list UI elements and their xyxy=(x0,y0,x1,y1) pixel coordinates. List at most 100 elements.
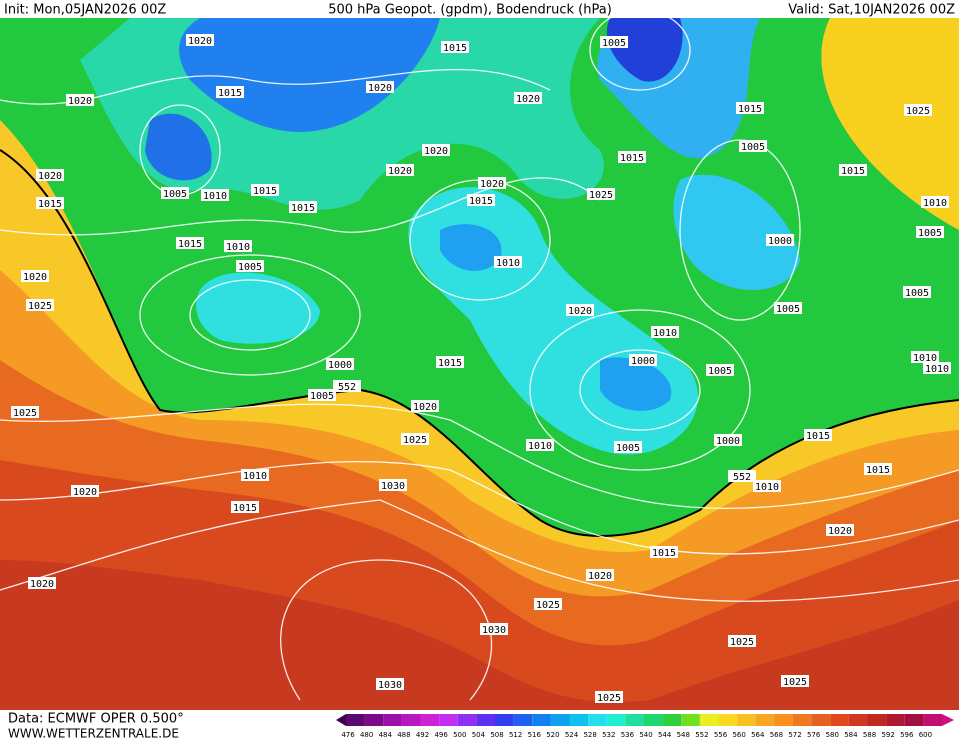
colorbar-swatch xyxy=(830,714,849,726)
colorbar-label: 584 xyxy=(844,731,858,739)
label-box xyxy=(587,188,615,200)
isobar-label: 1010 xyxy=(925,364,949,375)
isobar-label: 1020 xyxy=(413,402,437,413)
isobar-label: 1020 xyxy=(30,579,54,590)
label-box xyxy=(774,302,802,314)
colorbar-label: 528 xyxy=(583,731,596,739)
isobar-label: 1025 xyxy=(536,600,560,611)
isobar-label: 1015 xyxy=(38,199,62,210)
label-box xyxy=(251,184,279,196)
colorbar-label: 496 xyxy=(434,731,448,739)
isobar-label: 1015 xyxy=(652,548,676,559)
label-box xyxy=(11,406,39,418)
header-bg xyxy=(0,0,959,18)
isobar-label: 1020 xyxy=(38,171,62,182)
label-box xyxy=(21,270,49,282)
init-text: Init: Mon,05JAN2026 00Z xyxy=(4,3,166,18)
colorbar-label: 580 xyxy=(826,731,839,739)
colorbar-swatch xyxy=(811,714,831,726)
label-box xyxy=(308,389,336,401)
isobar-label: 1000 xyxy=(716,436,740,447)
isobar-label: 1025 xyxy=(403,435,427,446)
colorbar-label: 524 xyxy=(565,731,579,739)
label-box xyxy=(379,479,407,491)
colorbar-swatch xyxy=(513,714,533,726)
colorbar-swatch xyxy=(588,714,607,726)
colorbar-label: 520 xyxy=(546,731,559,739)
isobar-label: 1015 xyxy=(291,203,315,214)
colorbar-label: 532 xyxy=(602,731,615,739)
label-box xyxy=(614,441,642,453)
isobar-label: 1025 xyxy=(906,106,930,117)
isobar-label: 1015 xyxy=(253,186,277,197)
label-box xyxy=(600,36,628,48)
colorbar-swatch xyxy=(569,714,589,726)
isobar-label: 1005 xyxy=(616,443,640,454)
isobar-labels: 1020 1020 1015 1020 1015 1005 1010 1015 1015 1015… xyxy=(11,34,951,704)
isobar-label: 1005 xyxy=(918,228,942,239)
label-box xyxy=(629,354,657,366)
label-box xyxy=(494,256,522,268)
label-box xyxy=(241,469,269,481)
label-box xyxy=(231,501,259,513)
label-box xyxy=(28,577,56,589)
label-box xyxy=(904,104,932,116)
colorbar-swatch xyxy=(644,714,663,726)
label-box xyxy=(706,364,734,376)
colorbar-label: 544 xyxy=(658,731,672,739)
colorbar-label: 488 xyxy=(397,731,410,739)
isobar-label: 1015 xyxy=(738,104,762,115)
colorbar-label: 504 xyxy=(472,731,486,739)
colorbar-swatch xyxy=(495,714,514,726)
colorbar-swatch xyxy=(439,714,458,726)
label-box xyxy=(911,351,939,363)
label-box xyxy=(386,164,414,176)
isobar-label: 1015 xyxy=(233,503,257,514)
label-box xyxy=(514,92,542,104)
colorbar-swatch xyxy=(550,714,570,726)
colorbar-swatch xyxy=(606,714,626,726)
label-box xyxy=(201,189,229,201)
label-box xyxy=(401,433,429,445)
colorbar-label: 592 xyxy=(881,731,894,739)
label-box xyxy=(714,434,742,446)
isobar-label: 1010 xyxy=(528,441,552,452)
label-box xyxy=(651,326,679,338)
colorbar-swatch xyxy=(904,714,924,726)
isobar-label: 1015 xyxy=(218,88,242,99)
colorbar-label: 492 xyxy=(416,731,429,739)
isobar-label: 1010 xyxy=(653,328,677,339)
label-box xyxy=(566,304,594,316)
label-box xyxy=(66,94,94,106)
label-box xyxy=(366,81,394,93)
colorbar-label: 576 xyxy=(807,731,821,739)
data-source: Data: ECMWF OPER 0.500° xyxy=(8,712,184,727)
isobar-label: 1020 xyxy=(516,94,540,105)
colorbar-swatch xyxy=(401,714,421,726)
isobar-label: 1005 xyxy=(741,142,765,153)
colorbar-label: 596 xyxy=(900,731,914,739)
label-box xyxy=(595,691,623,703)
colorbar-label: 560 xyxy=(732,731,745,739)
isobar-label: 1015 xyxy=(443,43,467,54)
isobar-label: 1030 xyxy=(381,481,405,492)
label-box xyxy=(804,429,832,441)
isobar-label: 1020 xyxy=(188,36,212,47)
colorbar-label: 564 xyxy=(751,731,765,739)
isobar-label: 1030 xyxy=(482,625,506,636)
label-box xyxy=(36,197,64,209)
isobar-label: 1020 xyxy=(388,166,412,177)
label-box xyxy=(176,237,204,249)
colorbar-label: 516 xyxy=(528,731,542,739)
isobar-label: 1025 xyxy=(28,301,52,312)
label-box xyxy=(411,400,439,412)
colorbar-swatch xyxy=(681,714,700,726)
isobar-label: 1015 xyxy=(469,196,493,207)
isobar-label: 1020 xyxy=(368,83,392,94)
isobar-label: 1020 xyxy=(23,272,47,283)
label-box xyxy=(236,260,264,272)
colorbar-label: 588 xyxy=(863,731,876,739)
isobar-label: 1015 xyxy=(841,166,865,177)
label-box xyxy=(864,463,892,475)
label-box xyxy=(839,164,867,176)
